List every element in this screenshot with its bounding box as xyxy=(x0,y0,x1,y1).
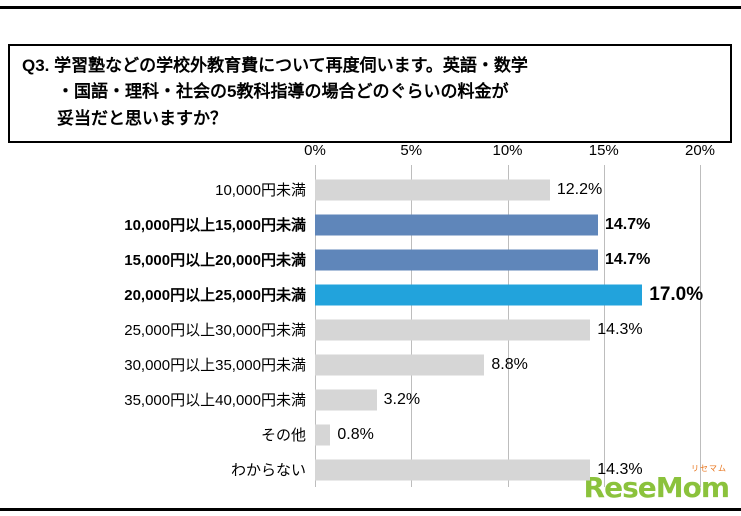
chart-row: 25,000円以上30,000円未満 14.3% xyxy=(8,312,703,347)
x-axis-tick: 5% xyxy=(400,142,423,159)
category-label: 15,000円以上20,000円未満 xyxy=(124,252,306,269)
bar xyxy=(315,284,643,305)
chart-row: 30,000円以上35,000円未満 8.8% xyxy=(8,347,703,382)
gridline xyxy=(700,165,701,487)
bar xyxy=(315,249,598,270)
resemom-logo: リセマム ReseMom xyxy=(583,463,730,504)
category-label: 30,000円以上35,000円未満 xyxy=(124,357,306,374)
value-label: 14.3% xyxy=(597,320,643,338)
bar-track: 14.7% xyxy=(315,207,700,242)
value-label: 14.3% xyxy=(597,460,643,478)
value-label: 17.0% xyxy=(649,283,704,305)
chart-row: 35,000円以上40,000円未満 3.2% xyxy=(8,382,703,417)
category-label: 25,000円以上30,000円未満 xyxy=(124,322,306,339)
question-title-line2: ・国語・理科・社会の5教科指導の場合どのぐらいの料金が xyxy=(57,82,509,102)
bar-track: 14.3% xyxy=(315,452,700,487)
x-axis-tick: 0% xyxy=(304,142,326,159)
bar xyxy=(315,214,598,235)
value-label: 12.2% xyxy=(556,180,603,198)
x-axis-tick: 20% xyxy=(684,142,716,159)
bar xyxy=(315,424,331,445)
bottom-border-line xyxy=(0,508,741,511)
bar xyxy=(315,319,591,340)
bar-chart: 10,000円未満 12.2% 10,000円以上15,000円未満 14.7% 15,… xyxy=(8,165,703,487)
bar-track: 0.8% xyxy=(315,417,700,452)
x-axis-tick: 15% xyxy=(588,142,619,159)
bar-track: 17.0% xyxy=(315,277,704,312)
bar-track: 14.3% xyxy=(315,312,700,347)
question-title-box: Q3. 学習塾などの学校外教育費について再度伺います。英語・数学 ・国語・理科・… xyxy=(8,44,732,144)
top-border-line xyxy=(0,6,741,9)
question-title-line1: Q3. 学習塾などの学校外教育費について再度伺います。英語・数学 xyxy=(22,56,528,75)
chart-rows: 10,000円未満 12.2% 10,000円以上15,000円未満 14.7% 15,… xyxy=(8,172,703,487)
bar-track: 3.2% xyxy=(315,382,700,417)
logo-subtext: リセマム xyxy=(691,464,727,473)
value-label: 3.2% xyxy=(383,390,421,408)
gridline xyxy=(603,165,605,487)
chart-row: その他 0.8% xyxy=(8,417,703,452)
chart-row: 10,000円以上15,000円未満 14.7% xyxy=(8,207,703,242)
category-label: わからない xyxy=(230,462,306,479)
value-label: 14.7% xyxy=(604,250,651,268)
question-title-line3: 妥当だと思いますか？ xyxy=(57,108,227,128)
chart-row: 15,000円以上20,000円未満 14.7% xyxy=(8,242,703,277)
category-label: 20,000円以上25,000円未満 xyxy=(124,287,306,304)
chart-row: 20,000円以上25,000円未満 17.0% xyxy=(8,277,703,312)
bar xyxy=(315,389,377,410)
x-axis-tick: 10% xyxy=(492,142,523,159)
bar xyxy=(315,459,591,480)
bar-track: 14.7% xyxy=(315,242,700,277)
bar-track: 8.8% xyxy=(315,347,700,382)
category-label: 10,000円未満 xyxy=(215,182,306,199)
chart-row: わからない 14.3% xyxy=(8,452,703,487)
category-label: その他 xyxy=(260,427,306,444)
bar-track: 12.2% xyxy=(315,172,700,207)
x-axis: 0% 5% 10% 15% 20% xyxy=(304,142,715,162)
category-label: 35,000円以上40,000円未満 xyxy=(124,392,306,409)
value-label: 8.8% xyxy=(491,355,528,373)
category-label: 10,000円以上15,000円未満 xyxy=(124,217,306,234)
logo-text: ReseMom xyxy=(583,471,730,504)
chart-row: 10,000円未満 12.2% xyxy=(8,172,703,207)
value-label: 14.7% xyxy=(604,215,651,233)
bar xyxy=(315,354,485,375)
bar xyxy=(315,179,550,200)
value-label: 0.8% xyxy=(337,425,374,443)
